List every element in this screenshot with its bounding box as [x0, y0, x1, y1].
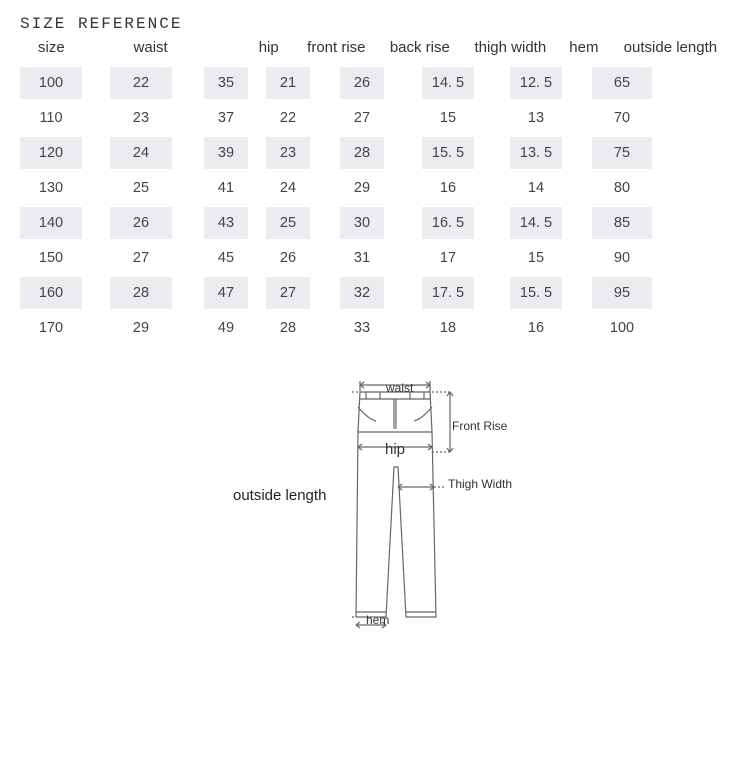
table-cell: 13. 5 [510, 137, 562, 169]
size-table: sizewaisthipfront riseback risethigh wid… [20, 35, 730, 347]
hip-label: hip [385, 441, 405, 458]
table-cell: 12. 5 [510, 67, 562, 99]
table-cell: 27 [340, 102, 384, 134]
table-cell: 27 [110, 242, 172, 274]
table-cell: 26 [110, 207, 172, 239]
col-header: outside length [611, 35, 730, 59]
table-cell: 150 [20, 242, 82, 274]
table-cell: 33 [340, 312, 384, 344]
table-cell: 100 [20, 67, 82, 99]
table-cell: 65 [592, 67, 652, 99]
table-cell: 16 [510, 312, 562, 344]
table-cell: 23 [110, 102, 172, 134]
table-cell: 85 [592, 207, 652, 239]
table-row: 160 28 47 27 32 17. 5 15. 5 95 [20, 277, 730, 309]
col-header: back rise [376, 35, 463, 59]
table-cell: 170 [20, 312, 82, 344]
table-cell: 17 [422, 242, 474, 274]
table-cell: 25 [266, 207, 310, 239]
table-cell: 23 [266, 137, 310, 169]
table-cell: 30 [340, 207, 384, 239]
col-header: front rise [297, 35, 377, 59]
table-cell: 15 [510, 242, 562, 274]
table-cell: 22 [110, 67, 172, 99]
table-cell: 14 [510, 172, 562, 204]
table-cell: 24 [110, 137, 172, 169]
table-cell: 14. 5 [422, 67, 474, 99]
table-cell: 32 [340, 277, 384, 309]
table-cell: 120 [20, 137, 82, 169]
table-cell: 110 [20, 102, 82, 134]
pants-outline [350, 367, 470, 637]
pants-diagram: waist Front Rise hip Thigh Width outside… [20, 367, 750, 667]
table-cell: 29 [110, 312, 172, 344]
table-cell: 43 [204, 207, 248, 239]
table-cell: 21 [266, 67, 310, 99]
table-cell: 160 [20, 277, 82, 309]
table-cell: 16 [422, 172, 474, 204]
table-cell: 80 [592, 172, 652, 204]
table-cell: 90 [592, 242, 652, 274]
table-cell: 18 [422, 312, 474, 344]
col-header: waist [116, 35, 241, 59]
waist-label: waist [386, 381, 413, 395]
table-cell: 28 [266, 312, 310, 344]
table-cell: 29 [340, 172, 384, 204]
table-cell: 37 [204, 102, 248, 134]
table-cell: 47 [204, 277, 248, 309]
table-cell: 35 [204, 67, 248, 99]
table-cell: 45 [204, 242, 248, 274]
table-cell: 31 [340, 242, 384, 274]
table-cell: 15 [422, 102, 474, 134]
table-cell: 100 [592, 312, 652, 344]
table-row: 110 23 37 22 27 15 13 70 [20, 102, 730, 134]
table-cell: 16. 5 [422, 207, 474, 239]
outside-length-label: outside length [233, 487, 326, 504]
col-header: thigh width [464, 35, 557, 59]
table-cell: 140 [20, 207, 82, 239]
col-header: size [20, 35, 116, 59]
table-cell: 41 [204, 172, 248, 204]
table-cell: 95 [592, 277, 652, 309]
table-cell: 130 [20, 172, 82, 204]
table-row: 150 27 45 26 31 17 15 90 [20, 242, 730, 274]
table-cell: 28 [110, 277, 172, 309]
table-cell: 26 [340, 67, 384, 99]
thigh-width-label: Thigh Width [448, 477, 512, 491]
table-cell: 24 [266, 172, 310, 204]
table-cell: 26 [266, 242, 310, 274]
table-row: 100 22 35 21 26 14. 5 12. 5 65 [20, 67, 730, 99]
table-row: 130 25 41 24 29 16 14 80 [20, 172, 730, 204]
table-cell: 22 [266, 102, 310, 134]
table-row: 120 24 39 23 28 15. 5 13. 5 75 [20, 137, 730, 169]
table-cell: 25 [110, 172, 172, 204]
col-header: hip [241, 35, 297, 59]
front-rise-label: Front Rise [452, 419, 507, 433]
table-cell: 49 [204, 312, 248, 344]
table-row: 140 26 43 25 30 16. 5 14. 5 85 [20, 207, 730, 239]
table-cell: 15. 5 [510, 277, 562, 309]
table-row: 170 29 49 28 33 18 16 100 [20, 312, 730, 344]
table-cell: 17. 5 [422, 277, 474, 309]
table-cell: 75 [592, 137, 652, 169]
size-reference-title: SIZE REFERENCE [20, 15, 730, 33]
table-cell: 13 [510, 102, 562, 134]
table-cell: 28 [340, 137, 384, 169]
table-cell: 27 [266, 277, 310, 309]
table-cell: 39 [204, 137, 248, 169]
table-cell: 14. 5 [510, 207, 562, 239]
col-header: hem [557, 35, 611, 59]
table-cell: 70 [592, 102, 652, 134]
table-cell: 15. 5 [422, 137, 474, 169]
hem-label: hem [366, 613, 389, 627]
